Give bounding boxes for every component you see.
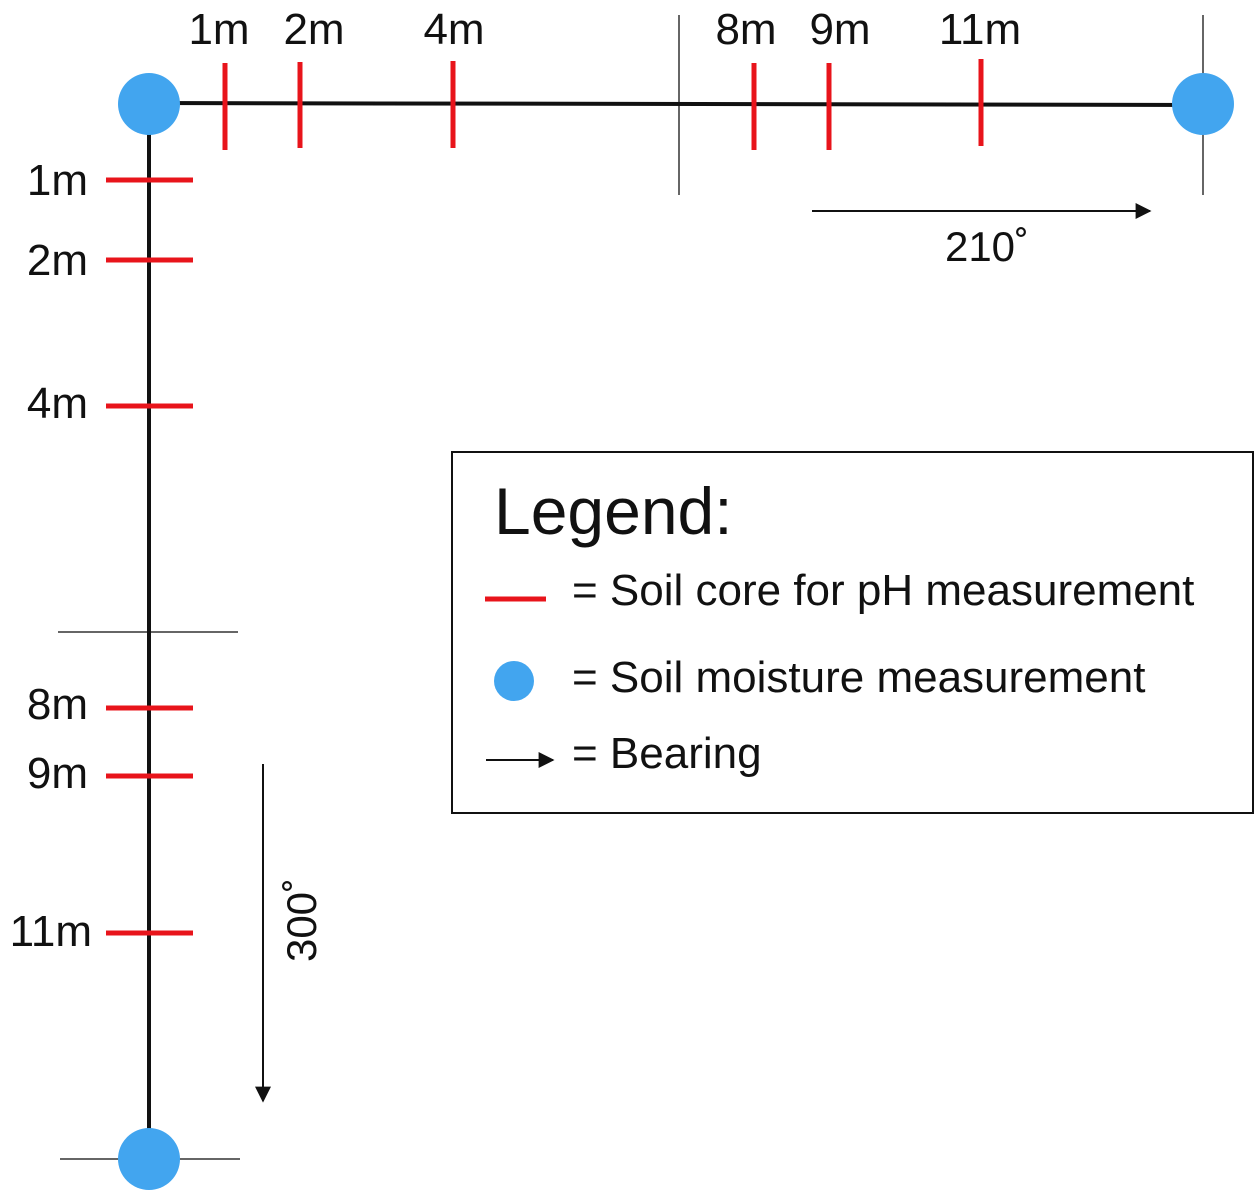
vertical-bearing-label: 300˚ (278, 878, 325, 962)
distance-label: 1m (188, 5, 249, 54)
legend-item-label: = Soil moisture measurement (572, 653, 1145, 702)
horizontal-distance-labels: 1m 2m 4m 8m 9m 11m (188, 5, 1021, 54)
distance-label: 9m (809, 5, 870, 54)
distance-label: 11m (10, 907, 92, 956)
vertical-distance-labels: 1m 2m 4m 8m 9m 11m (10, 156, 92, 956)
distance-label: 1m (27, 156, 88, 205)
distance-label: 2m (27, 236, 88, 285)
moisture-point-origin (118, 73, 180, 135)
legend-item-label: = Bearing (572, 729, 762, 778)
legend-title: Legend: (494, 474, 733, 548)
horizontal-bearing-label: 210˚ (945, 223, 1029, 270)
legend-moisture-symbol (494, 661, 534, 701)
legend-item-label: = Soil core for pH measurement (572, 566, 1194, 615)
horizontal-transect-line (148, 101, 1204, 107)
moisture-point-vertical-end (118, 1128, 180, 1190)
horizontal-soil-cores (222, 59, 984, 150)
distance-label: 8m (715, 5, 776, 54)
legend-box (451, 451, 1254, 814)
distance-label: 4m (27, 379, 88, 428)
vertical-soil-cores (106, 177, 193, 936)
legend: Legend: = Soil core for pH measurement =… (451, 451, 1254, 814)
moisture-point-horizontal-end (1172, 73, 1234, 135)
distance-label: 8m (27, 680, 88, 729)
distance-label: 11m (939, 5, 1021, 54)
distance-label: 4m (423, 5, 484, 54)
distance-label: 2m (283, 5, 344, 54)
distance-label: 9m (27, 749, 88, 798)
